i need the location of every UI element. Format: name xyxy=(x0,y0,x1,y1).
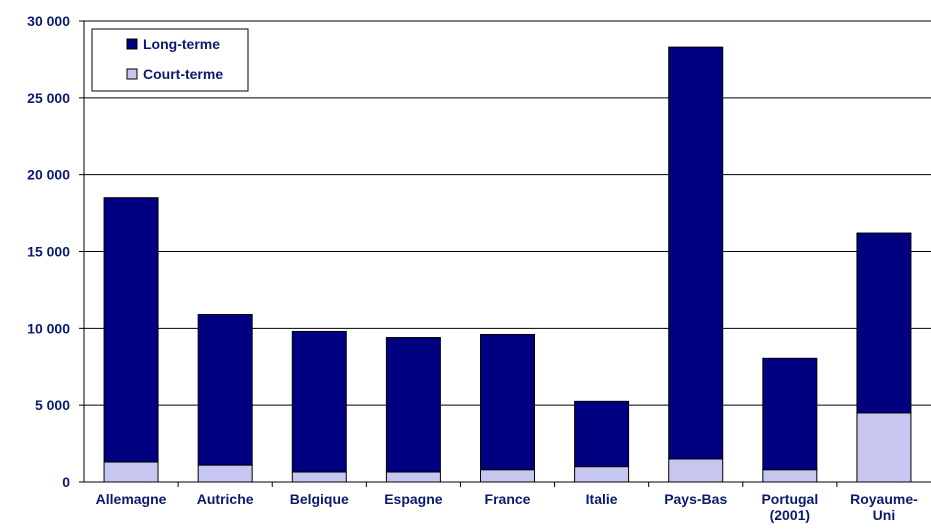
bar-court-terme-pays-bas xyxy=(668,458,724,483)
legend-box xyxy=(91,28,249,92)
y-tick-labels: 0 5 000 10 000 15 000 20 000 25 000 30 000 xyxy=(27,13,70,490)
y-tick-label: 20 000 xyxy=(27,167,70,183)
x-category-label: Espagne xyxy=(384,491,443,507)
x-category-label: Autriche xyxy=(197,491,254,507)
bar-court-terme-espagne xyxy=(385,471,441,483)
bar-long-terme-royaume-uni xyxy=(856,232,912,414)
y-tick-label: 0 xyxy=(62,474,70,490)
x-category-label: France xyxy=(485,491,531,507)
y-tick-label: 5 000 xyxy=(35,397,70,413)
bar-long-terme-pays-bas xyxy=(668,46,724,460)
y-tick-label: 10 000 xyxy=(27,320,70,336)
bar-court-terme-royaume-uni xyxy=(856,412,912,483)
x-category-labels: Allemagne Autriche Belgique Espagne France It… xyxy=(96,491,918,523)
bar-court-terme-italie xyxy=(574,466,630,483)
bar-long-terme-portugal-2001 xyxy=(762,357,818,471)
bars xyxy=(103,46,912,483)
bar-long-terme-italie xyxy=(574,400,630,468)
axes xyxy=(79,20,931,487)
bar-long-terme-belgique xyxy=(291,330,347,473)
y-tick-label: 25 000 xyxy=(27,90,70,106)
x-category-label: Portugal (2001) xyxy=(761,491,818,523)
legend-label-long-terme: Long-terme xyxy=(143,36,220,52)
x-category-label: Italie xyxy=(586,491,618,507)
legend-swatch-court-terme xyxy=(126,68,138,80)
y-tick-label: 30 000 xyxy=(27,13,70,29)
legend-label-court-terme: Court-terme xyxy=(143,66,223,82)
bar-long-terme-allemagne xyxy=(103,197,159,463)
bar-court-terme-portugal-2001 xyxy=(762,469,818,483)
bar-long-terme-espagne xyxy=(385,337,441,473)
bar-long-terme-france xyxy=(480,333,535,471)
legend-swatch-long-terme xyxy=(126,38,138,50)
bar-court-terme-autriche xyxy=(197,464,253,483)
x-category-label: Belgique xyxy=(290,491,349,507)
bar-court-terme-belgique xyxy=(291,471,347,483)
bar-long-terme-autriche xyxy=(197,314,253,466)
x-category-label: Royaume-Uni xyxy=(850,491,918,523)
bar-court-terme-france xyxy=(480,469,535,483)
legend: Long-terme Court-terme xyxy=(91,28,249,92)
x-category-label: Allemagne xyxy=(96,491,167,507)
x-category-label: Pays-Bas xyxy=(664,491,727,507)
y-tick-label: 15 000 xyxy=(27,244,70,260)
bar-court-terme-allemagne xyxy=(103,461,159,483)
